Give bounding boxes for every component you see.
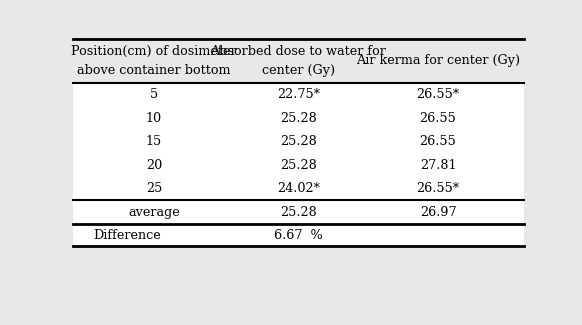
Text: average: average	[128, 206, 180, 219]
Text: 26.55*: 26.55*	[417, 88, 460, 101]
Text: 26.97: 26.97	[420, 206, 456, 219]
Text: 26.55*: 26.55*	[417, 182, 460, 195]
Text: Air kerma for center (Gy): Air kerma for center (Gy)	[356, 54, 520, 67]
Text: 26.55: 26.55	[420, 111, 456, 124]
Text: 25: 25	[146, 182, 162, 195]
Text: 26.55: 26.55	[420, 135, 456, 148]
Text: 25.28: 25.28	[280, 206, 317, 219]
Text: center (Gy): center (Gy)	[262, 64, 335, 77]
Text: Absorbed dose to water for: Absorbed dose to water for	[210, 45, 386, 58]
Text: 10: 10	[146, 111, 162, 124]
Bar	[73, 39, 524, 83]
Text: Position(cm) of dosimeter: Position(cm) of dosimeter	[71, 45, 237, 58]
Text: 20: 20	[146, 159, 162, 172]
Text: 6.67  %: 6.67 %	[274, 229, 322, 242]
Text: 22.75*: 22.75*	[277, 88, 320, 101]
Text: 25.28: 25.28	[280, 159, 317, 172]
Text: above container bottom: above container bottom	[77, 64, 230, 77]
Text: 5: 5	[150, 88, 158, 101]
Bar	[73, 83, 524, 246]
Text: 25.28: 25.28	[280, 111, 317, 124]
Text: Difference: Difference	[93, 229, 161, 242]
Text: 27.81: 27.81	[420, 159, 456, 172]
Text: 15: 15	[146, 135, 162, 148]
Text: 25.28: 25.28	[280, 135, 317, 148]
Text: 24.02*: 24.02*	[277, 182, 320, 195]
